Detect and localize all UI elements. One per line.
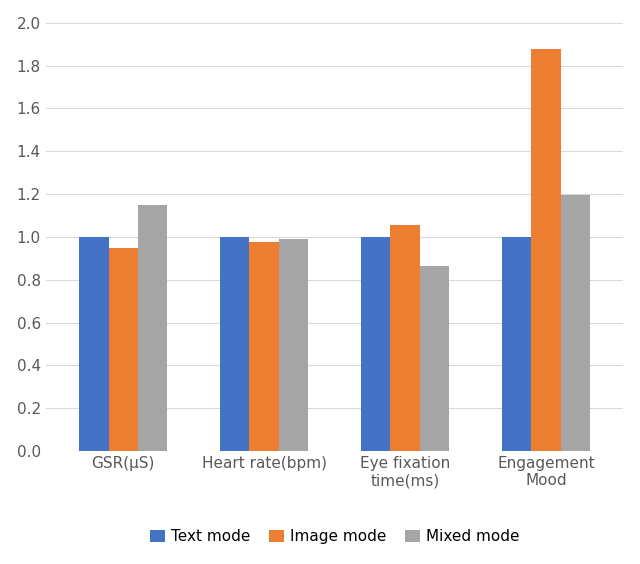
- Bar: [220, 237, 250, 451]
- Bar: [79, 237, 109, 451]
- Bar: [109, 248, 138, 451]
- Bar: [361, 237, 390, 451]
- Bar: [531, 50, 561, 451]
- Bar: [250, 243, 279, 451]
- Legend: Text mode, Image mode, Mixed mode: Text mode, Image mode, Mixed mode: [143, 523, 525, 550]
- Bar: [420, 266, 449, 451]
- Bar: [561, 195, 590, 451]
- Bar: [390, 225, 420, 451]
- Bar: [279, 239, 308, 451]
- Bar: [138, 205, 167, 451]
- Bar: [502, 237, 531, 451]
